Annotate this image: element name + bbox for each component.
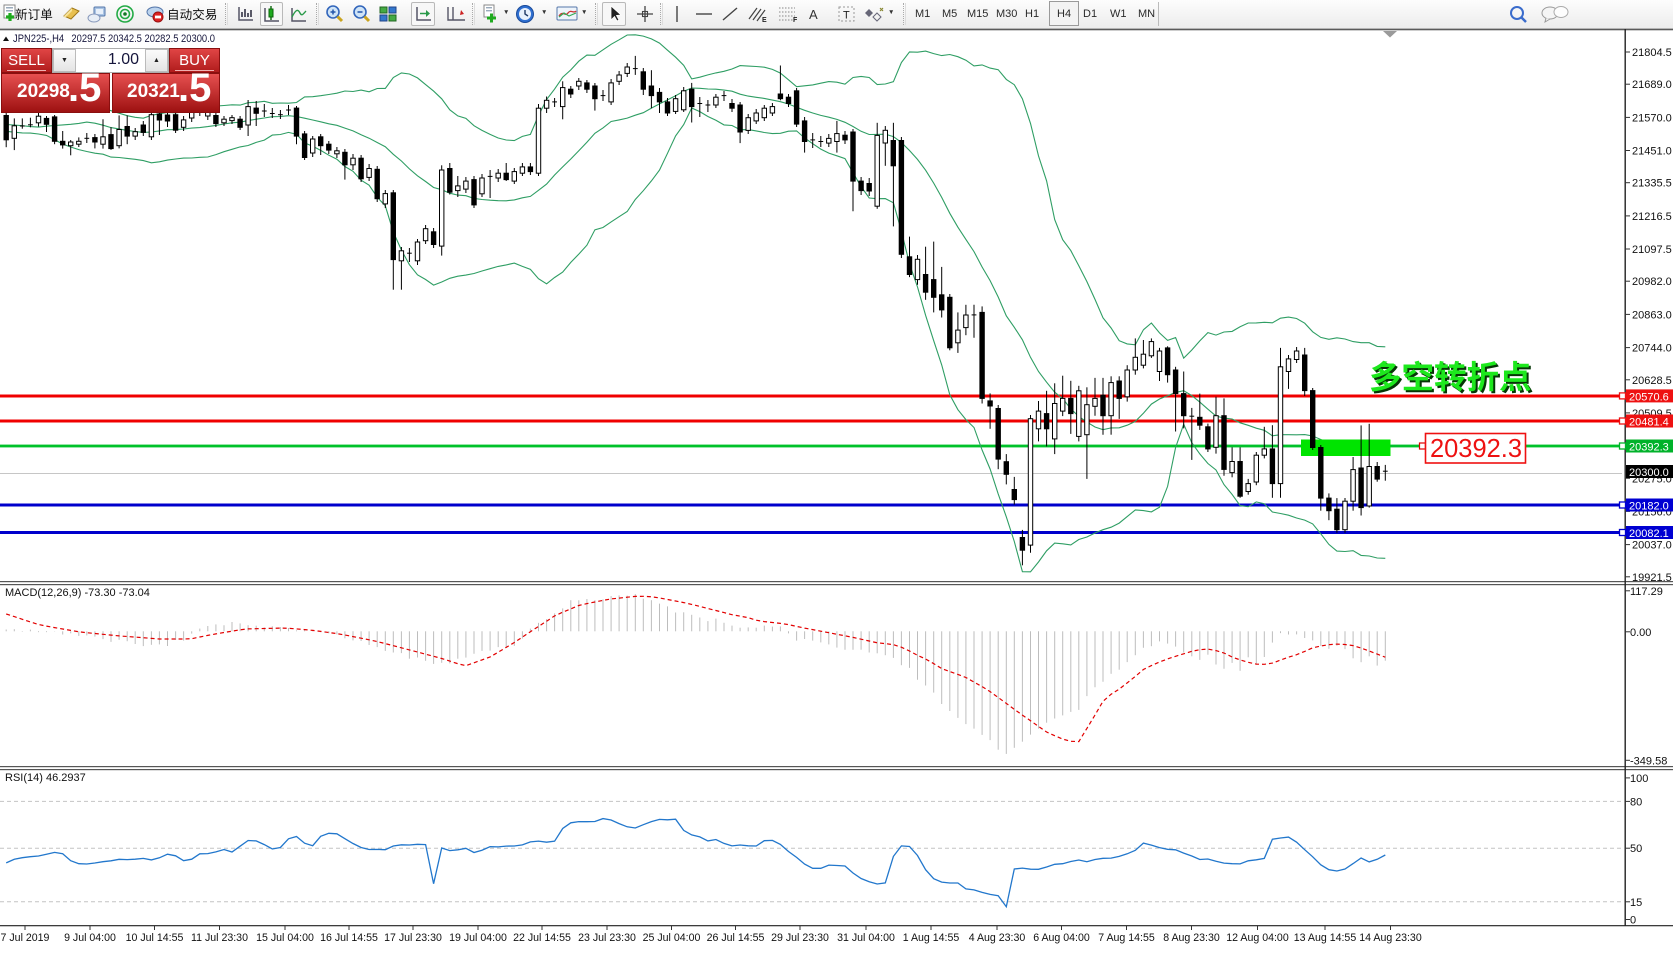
svg-text:0: 0 — [1630, 915, 1636, 927]
svg-text:31 Jul 04:00: 31 Jul 04:00 — [837, 932, 895, 944]
svg-text:20982.0: 20982.0 — [1632, 276, 1672, 288]
svg-text:20182.0: 20182.0 — [1629, 501, 1669, 513]
svg-text:21804.5: 21804.5 — [1632, 47, 1672, 59]
svg-text:11 Jul 23:30: 11 Jul 23:30 — [191, 932, 248, 944]
svg-text:25 Jul 04:00: 25 Jul 04:00 — [643, 932, 701, 944]
svg-text:21216.5: 21216.5 — [1632, 211, 1672, 223]
svg-text:F: F — [793, 17, 798, 24]
svg-text:-349.58: -349.58 — [1630, 755, 1667, 767]
svg-text:17 Jul 23:30: 17 Jul 23:30 — [384, 932, 442, 944]
svg-text:20570.6: 20570.6 — [1629, 391, 1669, 403]
svg-text:JPN225-,H4 20297.5 20342.5 20: JPN225-,H4 20297.5 20342.5 20282.5 20300… — [13, 33, 215, 45]
svg-text:23 Jul 23:30: 23 Jul 23:30 — [578, 932, 636, 944]
svg-text:20082.1: 20082.1 — [1629, 528, 1669, 540]
svg-text:21451.0: 21451.0 — [1632, 146, 1672, 158]
svg-text:7 Jul 2019: 7 Jul 2019 — [1, 932, 50, 944]
svg-text:29 Jul 23:30: 29 Jul 23:30 — [771, 932, 829, 944]
svg-text:20628.5: 20628.5 — [1632, 375, 1672, 387]
svg-text:21570.0: 21570.0 — [1632, 112, 1672, 124]
svg-text:4 Aug 23:30: 4 Aug 23:30 — [969, 932, 1026, 944]
svg-text:15 Jul 04:00: 15 Jul 04:00 — [256, 932, 314, 944]
svg-text:MACD(12,26,9) -73.30 -73.04: MACD(12,26,9) -73.30 -73.04 — [5, 587, 150, 599]
svg-text:20744.0: 20744.0 — [1632, 343, 1672, 355]
svg-text:20300.0: 20300.0 — [1629, 467, 1669, 479]
svg-text:22 Jul 14:55: 22 Jul 14:55 — [513, 932, 571, 944]
svg-text:6 Aug 04:00: 6 Aug 04:00 — [1033, 932, 1090, 944]
svg-text:117.29: 117.29 — [1630, 586, 1663, 598]
svg-text:20863.0: 20863.0 — [1632, 309, 1672, 321]
svg-text:8 Aug 23:30: 8 Aug 23:30 — [1163, 932, 1220, 944]
svg-text:16 Jul 14:55: 16 Jul 14:55 — [320, 932, 378, 944]
svg-text:12 Aug 04:00: 12 Aug 04:00 — [1226, 932, 1289, 944]
svg-text:T: T — [843, 10, 850, 22]
svg-text:10 Jul 14:55: 10 Jul 14:55 — [126, 932, 184, 944]
svg-text:7 Aug 14:55: 7 Aug 14:55 — [1098, 932, 1155, 944]
svg-text:21335.5: 21335.5 — [1632, 178, 1672, 190]
svg-text:21689.0: 21689.0 — [1632, 79, 1672, 91]
svg-text:1 Aug 14:55: 1 Aug 14:55 — [903, 932, 960, 944]
svg-text:50: 50 — [1630, 843, 1642, 855]
svg-text:100: 100 — [1630, 773, 1648, 785]
svg-text:15: 15 — [1630, 897, 1642, 909]
svg-text:20392.3: 20392.3 — [1629, 442, 1669, 454]
svg-text:9 Jul 04:00: 9 Jul 04:00 — [64, 932, 116, 944]
svg-text:13 Aug 14:55: 13 Aug 14:55 — [1294, 932, 1357, 944]
svg-text:20037.0: 20037.0 — [1632, 540, 1672, 552]
svg-text:19921.5: 19921.5 — [1632, 572, 1672, 584]
svg-text:0.00: 0.00 — [1630, 627, 1651, 639]
svg-text:E: E — [762, 17, 767, 24]
svg-text:19 Jul 04:00: 19 Jul 04:00 — [449, 932, 507, 944]
svg-text:20392.3: 20392.3 — [1430, 433, 1522, 463]
svg-text:14 Aug 23:30: 14 Aug 23:30 — [1359, 932, 1422, 944]
svg-text:RSI(14) 46.2937: RSI(14) 46.2937 — [5, 772, 86, 784]
svg-text:26 Jul 14:55: 26 Jul 14:55 — [707, 932, 765, 944]
svg-text:20481.4: 20481.4 — [1629, 417, 1669, 429]
svg-text:80: 80 — [1630, 796, 1642, 808]
svg-text:21097.5: 21097.5 — [1632, 244, 1672, 256]
